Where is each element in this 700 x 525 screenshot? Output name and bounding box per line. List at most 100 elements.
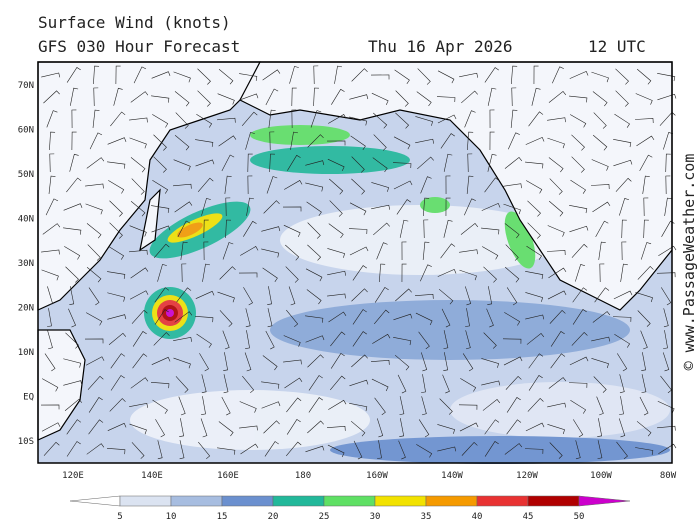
wind-barb [196, 333, 212, 348]
lat-label: 10N [18, 348, 34, 358]
wind-barb [46, 110, 58, 128]
wind-barb [307, 354, 324, 368]
wind-barb [615, 177, 632, 192]
wind-barb [107, 448, 126, 455]
wind-barb [200, 418, 208, 438]
wind-barb [195, 316, 214, 323]
wind-barb [570, 399, 587, 414]
wind-barb [218, 135, 237, 147]
wind-barb [423, 219, 429, 239]
wind-barb [107, 292, 126, 302]
wind-barb [129, 117, 148, 123]
wind-barb [502, 338, 522, 344]
wind-barb [618, 418, 626, 438]
wind-barb [613, 139, 632, 148]
colorbar-tick-label: 20 [268, 512, 279, 522]
wind-barb [508, 132, 520, 150]
wind-barb [175, 112, 189, 129]
wind-barb [619, 198, 630, 216]
wind-barb [599, 263, 605, 283]
wind-barb [351, 354, 368, 368]
wind-barb [326, 140, 346, 146]
wind-barb [547, 402, 567, 408]
wind-barb [571, 156, 585, 173]
wind-barb [395, 288, 412, 302]
wind-barb [130, 91, 149, 103]
wind-barb [592, 134, 608, 151]
wind-barb [63, 203, 83, 211]
wind-barb [219, 310, 233, 327]
wind-barb [392, 162, 412, 168]
wind-barb [443, 330, 449, 350]
wind-barb [636, 135, 655, 147]
wind-barb [265, 330, 275, 350]
wind-barb [64, 246, 81, 260]
wind-barb [464, 198, 476, 216]
wind-barb [285, 266, 299, 283]
wind-barb [173, 183, 192, 189]
wind-barb [86, 443, 105, 455]
wind-barb [373, 112, 388, 129]
wind-barb [131, 309, 148, 324]
wind-barb [329, 178, 344, 195]
wind-barb [47, 330, 53, 350]
lat-label: 30N [18, 259, 34, 269]
wind-barb [442, 374, 450, 394]
wind-barb [504, 156, 523, 169]
wind-barb [261, 381, 280, 389]
wind-barb [349, 379, 369, 387]
date: Thu 16 Apr 2026 [368, 37, 513, 56]
wind-barb [328, 399, 347, 410]
wind-barb [572, 309, 587, 325]
wind-barb [597, 418, 603, 437]
wind-barb [377, 440, 382, 459]
wind-barb [547, 424, 565, 435]
lat-label: 40N [18, 215, 34, 225]
calm-area [450, 382, 670, 438]
wind-barb [132, 331, 147, 347]
wind-barb [464, 110, 476, 128]
wind-barb [218, 69, 234, 85]
wind-barb [129, 225, 147, 237]
wind-barb [306, 201, 322, 216]
wind-barb [261, 226, 281, 232]
colorbar-tick-label: 10 [166, 512, 177, 522]
wind-barb [86, 157, 105, 169]
wind-barb [527, 398, 544, 412]
wind-barb [219, 266, 236, 280]
wind-barb [247, 175, 253, 195]
wind-barb [613, 290, 633, 300]
wind-barb [267, 286, 272, 305]
wind-barb [418, 419, 430, 438]
wind-barb [549, 178, 563, 195]
wind-barb [527, 200, 541, 217]
wind-barb [505, 244, 519, 261]
wind-barb [181, 263, 187, 283]
wind-barb [591, 358, 609, 369]
wind-barb [291, 87, 297, 107]
wind-barb [417, 156, 434, 170]
wind-barb [327, 270, 347, 276]
wind-barb [613, 159, 633, 167]
wind-barb [641, 352, 647, 371]
wind-barb [70, 87, 79, 106]
wind-barb [201, 396, 206, 415]
calm-area [130, 390, 370, 450]
wind-barb [86, 223, 102, 239]
wind-barb [637, 310, 651, 327]
wind-barb [71, 109, 77, 129]
wind-barb [110, 353, 126, 369]
wind-barb [129, 290, 149, 300]
wind-barb [550, 331, 565, 347]
wind-barb [286, 397, 302, 413]
lat-label: 10S [18, 437, 34, 447]
wind-barb [570, 179, 586, 194]
lon-label: 120E [62, 471, 84, 481]
wind-barb [153, 156, 167, 173]
lon-labels: 120E 140E 160E 180 160W 140W 120W 100W 80W [62, 471, 677, 481]
wind-barb [115, 65, 121, 85]
wind-barb [593, 112, 607, 129]
wind-barb [401, 263, 407, 283]
wind-barb [307, 134, 324, 148]
wind-barb [483, 332, 497, 349]
